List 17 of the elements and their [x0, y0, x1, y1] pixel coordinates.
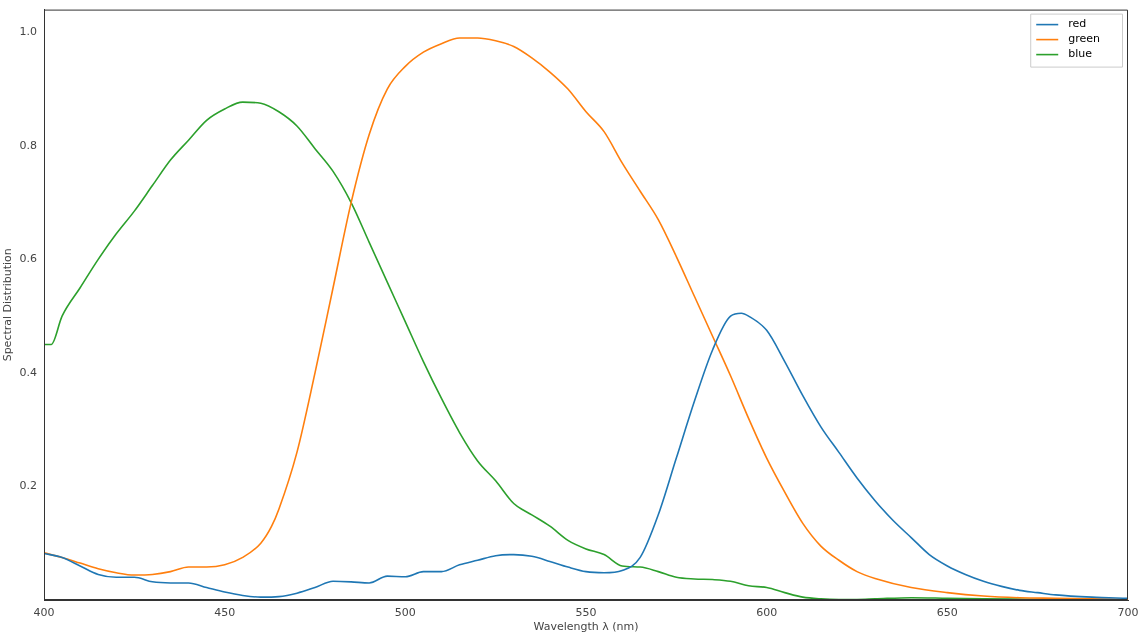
x-tick-label: 400	[33, 606, 55, 620]
legend-label: blue	[1068, 47, 1093, 61]
x-tick-label: 500	[394, 606, 416, 620]
legend-label: red	[1068, 17, 1087, 31]
y-tick-label: 0.4	[19, 365, 37, 379]
y-tick-label: 0.2	[19, 479, 37, 493]
x-axis-title: Wavelength λ (nm)	[533, 620, 639, 634]
y-tick-label: 0.6	[19, 252, 37, 266]
x-tick-label: 700	[1117, 606, 1139, 620]
y-tick-label: 1.0	[19, 25, 37, 39]
y-axis-title: Spectral Distribution	[1, 248, 15, 362]
x-tick-label: 600	[756, 606, 778, 620]
y-tick-label: 0.8	[19, 138, 37, 152]
x-tick-label: 650	[936, 606, 958, 620]
x-tick-label: 550	[575, 606, 597, 620]
x-tick-label: 450	[214, 606, 236, 620]
legend-label: green	[1068, 32, 1101, 46]
